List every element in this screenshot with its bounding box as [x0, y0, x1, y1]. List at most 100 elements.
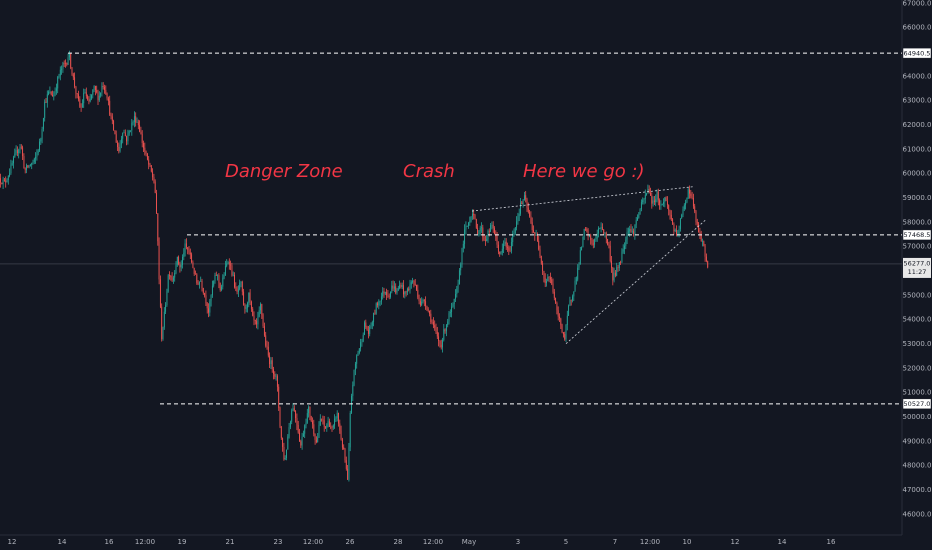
annotation-text: Danger Zone	[225, 161, 343, 182]
candle-body	[261, 304, 263, 315]
candle-body	[162, 327, 164, 340]
candle-body	[635, 220, 637, 225]
candle-body	[65, 63, 66, 64]
candle-body	[540, 256, 542, 264]
candle-body	[422, 299, 424, 302]
candle-body	[100, 92, 102, 96]
candle-body	[58, 75, 60, 78]
candle-body	[291, 410, 293, 422]
price-tick-label: 52000.0	[903, 364, 932, 372]
candle-body	[192, 262, 194, 268]
candle-body	[253, 315, 255, 321]
candle-body	[124, 132, 126, 137]
candle-body	[42, 117, 44, 130]
candle-body	[657, 191, 659, 201]
candle-body	[379, 301, 381, 302]
candle-body	[642, 200, 644, 203]
candle-body	[39, 141, 40, 151]
candle-body	[383, 291, 385, 294]
candle-body	[101, 85, 103, 93]
candle-body	[206, 303, 208, 309]
candle-body	[2, 179, 4, 185]
time-tick-label: 12	[731, 538, 740, 546]
candle-body	[244, 304, 246, 309]
candle-body	[163, 311, 165, 328]
candle-body	[182, 256, 183, 265]
candle-body	[599, 228, 601, 230]
candle-body	[531, 222, 533, 231]
candle-body	[292, 408, 294, 411]
candle-body	[296, 418, 298, 425]
candle-body	[305, 422, 307, 426]
candle-body	[61, 68, 63, 70]
candle-body	[643, 198, 645, 201]
candle-body	[656, 191, 658, 200]
candle-body	[308, 407, 310, 414]
level-labels: 64940.5 57468.5 50527.0 56277.011:27	[902, 47, 932, 410]
candle-body	[579, 250, 581, 265]
candle-body	[94, 86, 96, 91]
candle-body	[130, 130, 131, 132]
candle-body	[74, 77, 76, 87]
candle-body	[543, 270, 545, 279]
candle-body	[443, 329, 445, 340]
current-time-label: 11:27	[908, 268, 927, 276]
candle-body	[40, 139, 42, 142]
candle-body	[352, 384, 354, 396]
candle-body	[126, 136, 128, 142]
current-price-box	[903, 257, 931, 278]
candle-body	[24, 168, 26, 170]
time-tick-label: 3	[516, 538, 520, 546]
candle-body	[406, 288, 408, 293]
candle-body	[397, 287, 399, 291]
candle-body	[423, 299, 425, 302]
candle-body	[78, 94, 79, 100]
candle-body	[237, 289, 239, 293]
time-tick-label: 14	[778, 538, 787, 546]
candle-body	[449, 312, 451, 314]
candle-body	[578, 264, 580, 268]
candle-body	[510, 242, 512, 251]
candle-body	[349, 412, 351, 448]
annotation-text: Here we go :)	[523, 161, 645, 182]
candle-body	[153, 177, 155, 182]
candle-body	[622, 249, 624, 252]
candle-body	[228, 262, 230, 265]
candle-body	[665, 197, 667, 202]
candle-body	[491, 224, 493, 226]
candle-body	[683, 204, 685, 210]
candle-body	[607, 238, 609, 245]
candle-body	[235, 287, 237, 288]
candle-body	[31, 163, 33, 166]
candle-body	[107, 98, 109, 101]
candle-body	[453, 298, 455, 304]
candle-body	[140, 131, 142, 135]
candle-body	[83, 92, 85, 104]
candle-body	[18, 149, 20, 154]
candle-body	[33, 158, 35, 162]
candle-body	[301, 436, 303, 446]
candle-body	[396, 290, 398, 293]
candle-body	[323, 420, 325, 427]
time-axis[interactable]: 12 14 16 12:00 19 21 23 12:00 26 28 12:00 May 3 5 7 12:…	[8, 538, 836, 546]
candle-body	[664, 197, 666, 203]
candle-body	[348, 447, 350, 480]
candle-body	[520, 202, 521, 214]
candle-body	[644, 194, 646, 199]
candle-body	[613, 272, 615, 281]
candle-body	[388, 296, 390, 298]
candle-body	[705, 256, 707, 261]
candle-body	[114, 130, 116, 135]
price-tick-label: 47000.0	[903, 486, 932, 494]
candle-body	[408, 288, 410, 291]
candle-body	[404, 291, 406, 295]
candle-body	[205, 295, 207, 304]
candle-body	[262, 314, 264, 327]
candle-body	[625, 239, 627, 246]
candle-body	[27, 165, 29, 168]
candle-body	[434, 325, 436, 328]
candle-body	[336, 412, 338, 418]
price-tick-label: 46000.0	[903, 510, 932, 518]
candle-body	[692, 197, 694, 207]
